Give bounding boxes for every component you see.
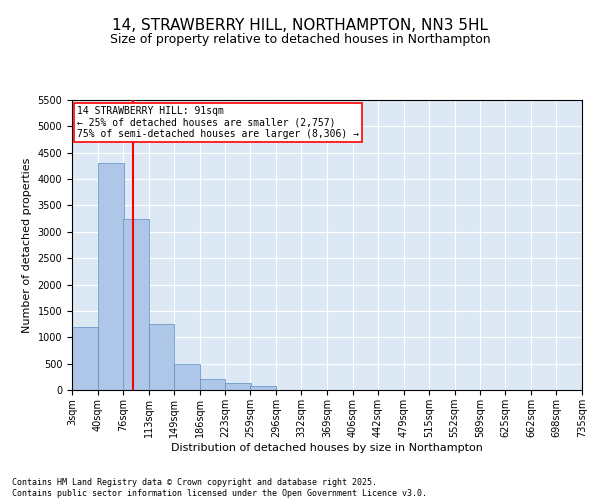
Bar [199, 380, 225, 390]
Bar [250, 386, 276, 390]
Text: 14, STRAWBERRY HILL, NORTHAMPTON, NN3 5HL: 14, STRAWBERRY HILL, NORTHAMPTON, NN3 5H… [112, 18, 488, 32]
Y-axis label: Number of detached properties: Number of detached properties [22, 158, 32, 332]
Bar [123, 218, 149, 390]
Bar [225, 383, 251, 390]
Bar [72, 326, 98, 390]
Text: Size of property relative to detached houses in Northampton: Size of property relative to detached ho… [110, 32, 490, 46]
Bar [98, 164, 124, 390]
Bar [174, 364, 199, 390]
X-axis label: Distribution of detached houses by size in Northampton: Distribution of detached houses by size … [171, 442, 483, 452]
Text: 14 STRAWBERRY HILL: 91sqm
← 25% of detached houses are smaller (2,757)
75% of se: 14 STRAWBERRY HILL: 91sqm ← 25% of detac… [77, 106, 359, 139]
Text: Contains HM Land Registry data © Crown copyright and database right 2025.
Contai: Contains HM Land Registry data © Crown c… [12, 478, 427, 498]
Bar [149, 324, 175, 390]
